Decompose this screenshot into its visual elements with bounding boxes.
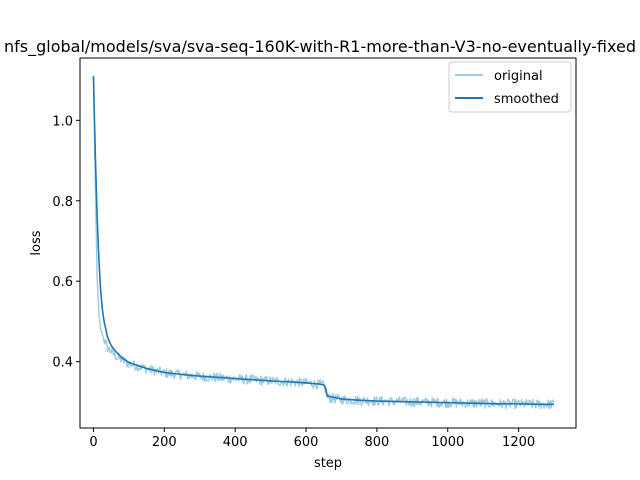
x-tick-label: 400 [223, 435, 248, 450]
y-tick-label: 0.4 [52, 356, 73, 371]
y-tick-label: 1.0 [52, 114, 73, 129]
x-axis: 0 200 400 600 800 1000 1200 [89, 428, 535, 450]
legend-label-smoothed: smoothed [494, 92, 559, 107]
legend: original smoothed [448, 61, 572, 113]
y-axis-label: loss [29, 230, 44, 255]
y-tick-label: 0.8 [52, 195, 73, 210]
x-axis-label: step [314, 456, 342, 471]
x-tick-label: 0 [89, 435, 97, 450]
series-line-smoothed [92, 76, 555, 406]
x-tick-label: 200 [152, 435, 177, 450]
x-tick-label: 1200 [502, 435, 535, 450]
x-tick-label: 1000 [431, 435, 464, 450]
chart-title: nfs_global/models/sva/sva-seq-160K-with-… [4, 37, 636, 57]
y-tick-label: 0.6 [52, 275, 73, 290]
legend-label-original: original [494, 69, 543, 84]
plot-lines [92, 75, 555, 410]
series-line-original [92, 75, 555, 410]
x-tick-label: 600 [294, 435, 319, 450]
y-axis: 0.4 0.6 0.8 1.0 [52, 114, 80, 371]
x-tick-label: 800 [364, 435, 389, 450]
plot-frame [79, 57, 577, 429]
